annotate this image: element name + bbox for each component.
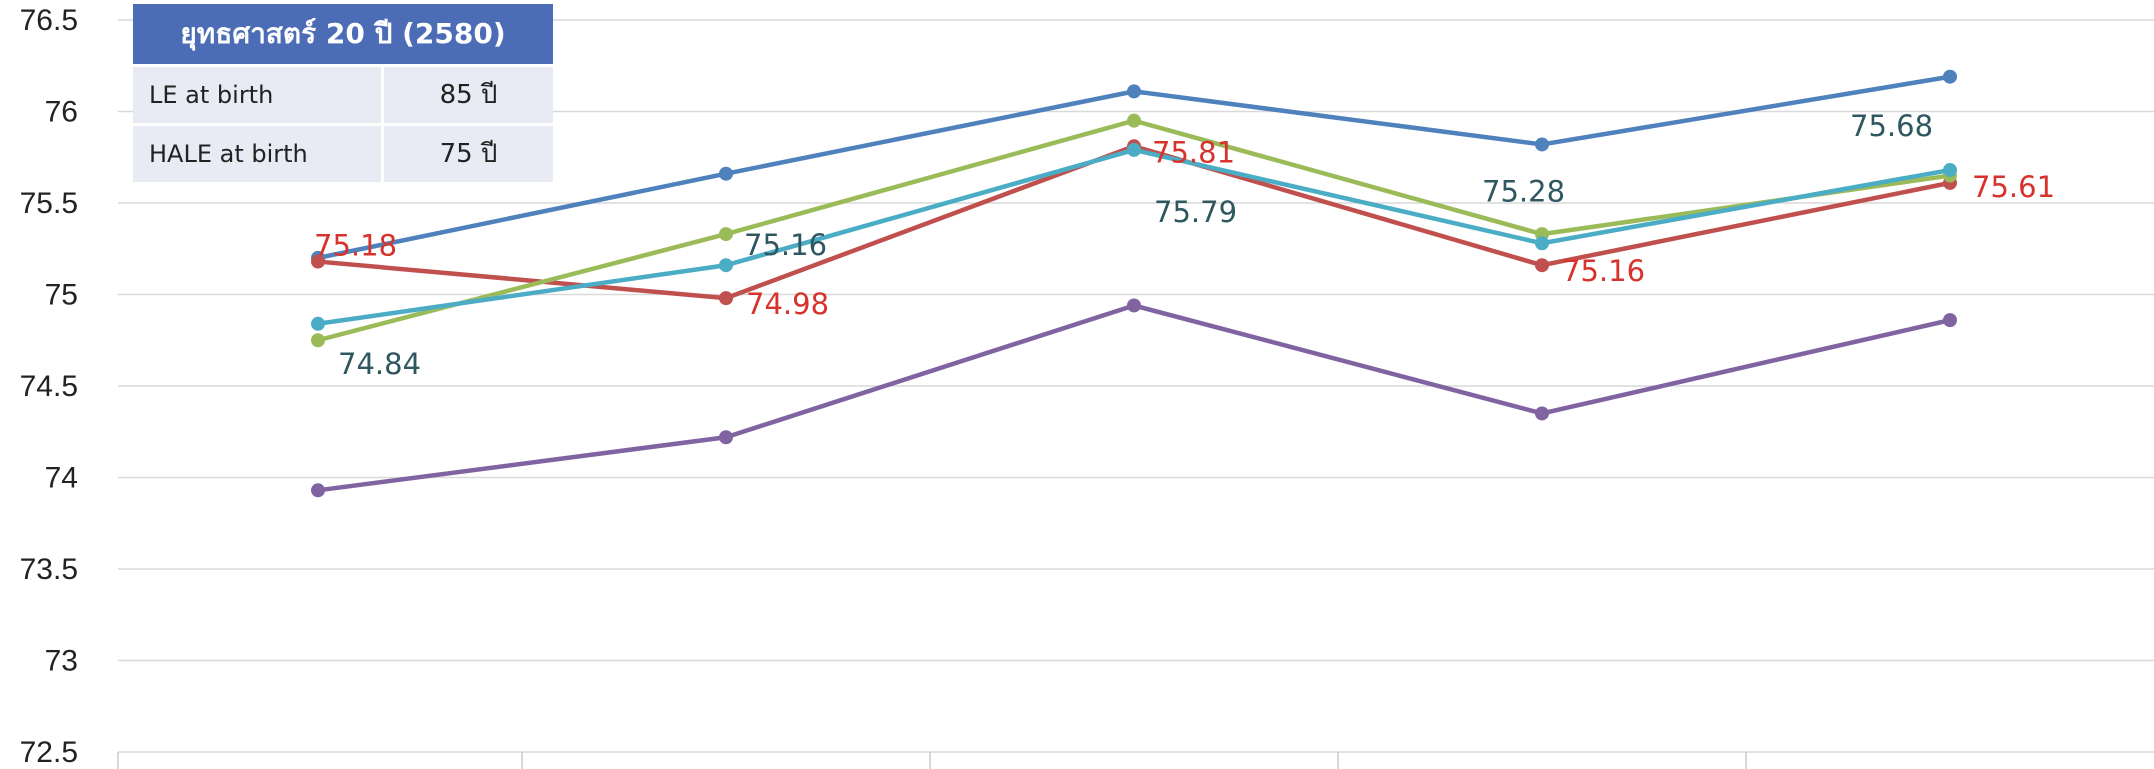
series-point-2 — [1127, 113, 1141, 128]
target-value-le: 85 ปี — [439, 80, 498, 110]
data-label: 74.98 — [746, 287, 829, 321]
target-label-le: LE at birth — [133, 67, 384, 123]
data-label: 75.68 — [1850, 109, 1933, 143]
target-table: ยุทธศาสตร์ 20 ปี (2580) LE at birth 85 ป… — [133, 4, 553, 182]
series-point-4 — [719, 430, 733, 445]
series-point-4 — [1127, 298, 1141, 313]
data-label: 75.16 — [1562, 254, 1645, 288]
series-line-3 — [317, 147, 1951, 327]
y-tick-label: 73.5 — [20, 553, 78, 586]
series-point-0 — [1127, 84, 1141, 99]
series-point-3 — [311, 316, 325, 331]
series-point-4 — [1535, 406, 1549, 421]
data-label: 74.84 — [338, 347, 421, 381]
series-point-1 — [719, 291, 733, 306]
data-label: 75.18 — [314, 229, 397, 263]
series-point-4 — [1943, 313, 1957, 328]
data-label: 75.79 — [1154, 195, 1237, 229]
y-tick-label: 72.5 — [20, 736, 78, 769]
target-row-hale: HALE at birth 75 ปี — [133, 123, 553, 182]
series-point-3 — [1127, 142, 1141, 157]
target-row-le: LE at birth 85 ปี — [133, 64, 553, 123]
y-tick-label: 73 — [45, 645, 78, 678]
series-point-3 — [719, 258, 733, 273]
series-point-0 — [1535, 137, 1549, 152]
y-tick-label: 74.5 — [20, 370, 78, 403]
series-point-4 — [311, 483, 325, 498]
series-point-0 — [1943, 69, 1957, 84]
series-point-3 — [1535, 236, 1549, 251]
series-point-2 — [311, 333, 325, 348]
series-point-3 — [1943, 163, 1957, 178]
series-line-4 — [317, 303, 1951, 493]
data-label: 75.28 — [1482, 174, 1565, 208]
data-label: 75.61 — [1972, 170, 2055, 204]
y-tick-label: 76 — [45, 96, 78, 129]
series-point-0 — [719, 166, 733, 181]
data-label: 75.16 — [744, 228, 827, 262]
series-point-2 — [719, 227, 733, 242]
series-point-1 — [1535, 258, 1549, 273]
y-tick-label: 74 — [45, 462, 78, 495]
y-tick-label: 75 — [45, 279, 78, 312]
data-label: 75.81 — [1152, 135, 1235, 169]
y-tick-label: 76.5 — [20, 4, 78, 37]
y-tick-label: 75.5 — [20, 187, 78, 220]
target-table-title: ยุทธศาสตร์ 20 ปี (2580) — [133, 4, 553, 64]
target-value-hale: 75 ปี — [439, 139, 498, 169]
series-point-1 — [311, 254, 325, 269]
target-label-hale: HALE at birth — [133, 126, 384, 182]
